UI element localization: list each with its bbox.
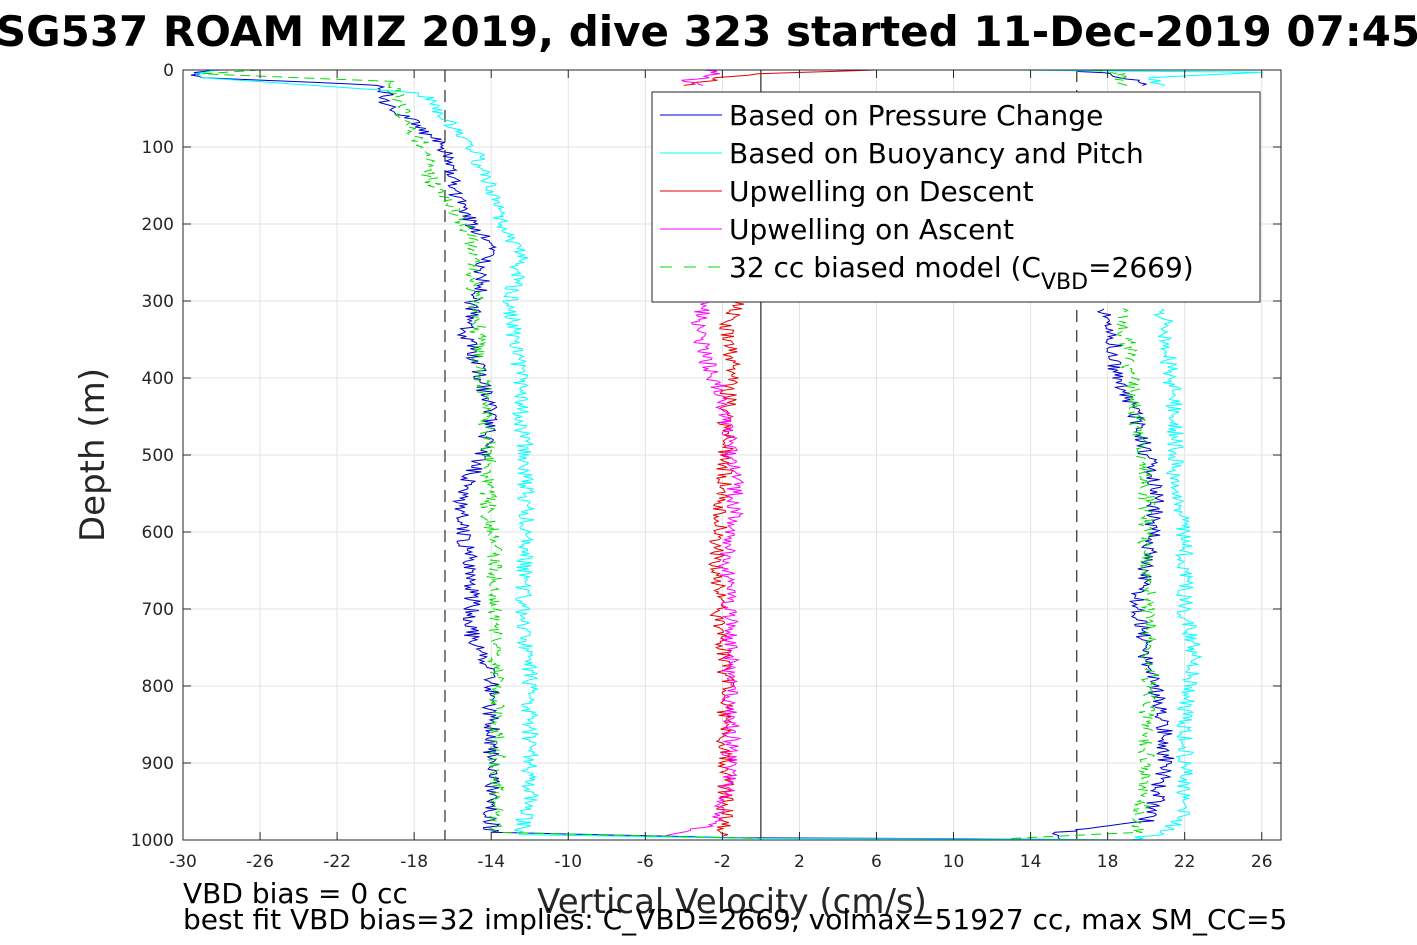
x-axis-label: Vertical Velocity (cm/s) xyxy=(537,882,927,922)
x-tick-label: -30 xyxy=(169,852,197,872)
series-line xyxy=(202,69,761,839)
axis-ticks: -30 -26 -22 -18 -14 -10 -6 -2 2 6 10 14 18 22 26010020… xyxy=(131,61,1281,872)
series-line xyxy=(190,69,733,839)
y-tick-label: 700 xyxy=(142,600,174,620)
legend-label: Upwelling on Descent xyxy=(729,175,1034,208)
y-tick-label: 300 xyxy=(142,292,174,312)
series-line xyxy=(1092,69,1128,86)
x-tick-label: 14 xyxy=(1020,852,1042,872)
x-tick-label: -10 xyxy=(554,852,582,872)
series-line xyxy=(1130,308,1203,841)
legend: Based on Pressure Change Based on Buoyanc… xyxy=(651,91,1261,303)
series-line xyxy=(194,69,761,839)
y-tick-label: 400 xyxy=(142,369,174,389)
y-tick-label: 500 xyxy=(142,446,174,466)
x-tick-label: -6 xyxy=(637,852,654,872)
x-tick-label: 18 xyxy=(1097,852,1119,872)
legend-label-subscript: VBD xyxy=(1041,270,1088,295)
series-line xyxy=(708,300,745,837)
legend-label: 32 cc biased model (CVBD=2669) xyxy=(729,251,1194,295)
y-axis-label: Depth (m) xyxy=(73,368,113,542)
y-tick-label: 800 xyxy=(142,677,174,697)
x-tick-label: -18 xyxy=(400,852,428,872)
series-line xyxy=(681,69,721,86)
y-tick-label: 600 xyxy=(142,523,174,543)
legend-box xyxy=(651,91,1261,303)
series-32-cc-biased-model-c-vbd-2669 xyxy=(202,69,1159,839)
y-tick-label: 200 xyxy=(142,215,174,235)
footer-line-2: best fit VBD bias=32 implies: C_VBD=2669… xyxy=(183,903,1287,936)
series-line xyxy=(664,300,745,837)
legend-label: Based on Buoyancy and Pitch xyxy=(729,137,1144,170)
x-tick-label: 2 xyxy=(794,852,805,872)
x-tick-label: -22 xyxy=(323,852,351,872)
y-tick-label: 0 xyxy=(163,61,174,81)
legend-label: Upwelling on Ascent xyxy=(729,213,1014,246)
legend-label-main: 32 cc biased model (C xyxy=(729,251,1041,284)
y-tick-label: 900 xyxy=(142,754,174,774)
footer-line-1: VBD bias = 0 cc xyxy=(183,877,408,910)
series-line xyxy=(1011,69,1262,86)
x-tick-label: 22 xyxy=(1174,852,1196,872)
x-tick-label: -14 xyxy=(477,852,505,872)
legend-label: Based on Pressure Change xyxy=(729,99,1103,132)
x-tick-label: -26 xyxy=(246,852,274,872)
y-tick-label: 100 xyxy=(142,138,174,158)
x-tick-label: 6 xyxy=(871,852,882,872)
series-line xyxy=(1011,308,1159,839)
series-upwelling-on-ascent xyxy=(664,69,745,837)
x-tick-label: 10 xyxy=(943,852,965,872)
chart-title: SG537 ROAM MIZ 2019, dive 323 started 11… xyxy=(0,7,1417,56)
x-tick-label: -2 xyxy=(714,852,731,872)
series-line xyxy=(1051,308,1175,841)
x-tick-label: 26 xyxy=(1251,852,1273,872)
y-tick-label: 1000 xyxy=(131,831,174,851)
legend-label-tail: =2669) xyxy=(1088,251,1194,284)
